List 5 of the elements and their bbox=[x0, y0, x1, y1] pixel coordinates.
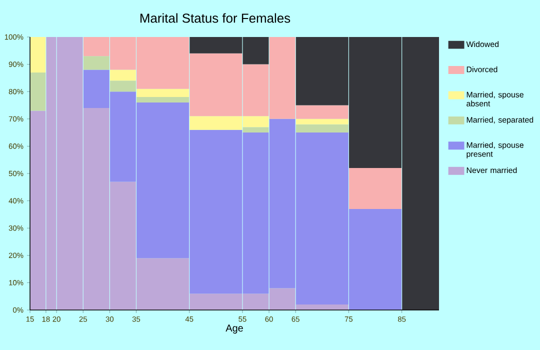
bar bbox=[110, 80, 136, 92]
bar bbox=[242, 127, 270, 133]
chart-title: Marital Status for Females bbox=[140, 13, 290, 23]
x-axis-title: Age bbox=[226, 324, 243, 334]
bar bbox=[83, 56, 110, 70]
